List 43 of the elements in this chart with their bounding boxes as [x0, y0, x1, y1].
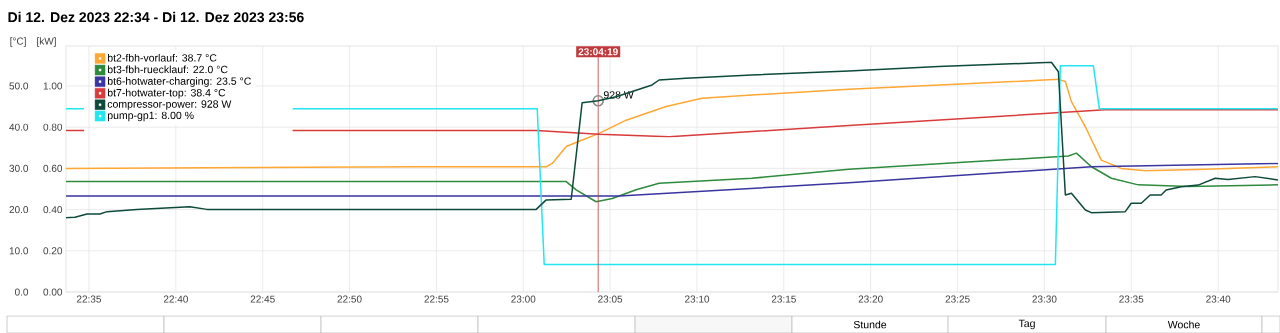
x-tick-label: 23:30	[1032, 295, 1057, 303]
y-tick-label: 40.0	[9, 123, 29, 131]
x-tick-label: 23:40	[1206, 295, 1231, 303]
text: Tag	[1018, 319, 1035, 330]
x-tick-label: 22:50	[337, 295, 362, 303]
x-tick-label: 23:35	[1119, 295, 1144, 303]
x-tick-label: 22:45	[250, 295, 275, 303]
y-tick-label: 20.0	[9, 206, 29, 214]
x-tick-label: 22:35	[76, 295, 102, 303]
x-tick-label: 22:40	[163, 295, 188, 303]
x-tick-label: 23:10	[685, 295, 710, 303]
x-tick-label: 23:25	[945, 295, 970, 303]
y-tick-label: 10.0	[9, 247, 29, 255]
y2-tick-label: 1.00	[43, 82, 63, 90]
chart-title: Di 12. Dez 2023 22:34 - Di 12. Dez 2023 23:56	[8, 11, 304, 23]
y-tick-label: 30.0	[9, 164, 29, 172]
y2-tick-label: 0.20	[43, 247, 63, 255]
line-series	[66, 61, 1278, 219]
ref-line-label: 23:04:19	[578, 48, 618, 56]
legend-label: bt6-hotwater-charging: 23.5 °C	[107, 77, 251, 87]
x-tick-label: 23:00	[511, 295, 536, 303]
x-tick-label: 22:55	[424, 295, 449, 303]
legend-label: bt3-fbh-ruecklauf: 22.0 °C	[107, 65, 228, 74]
line-series	[66, 152, 1278, 203]
legend-label: bt2-fbh-vorlauf: 38.7 °C	[107, 53, 217, 62]
x-tick-label: 23:20	[858, 295, 883, 303]
y2-tick-label: 0.00	[43, 288, 63, 296]
legend-label: compressor-power: 928 W	[107, 100, 232, 110]
x-tick-label: 23:15	[771, 295, 796, 303]
y2-tick-label: 0.40	[43, 206, 63, 214]
line-series	[66, 78, 1278, 172]
line-series	[66, 162, 1278, 197]
x-tick-label: 23:05	[598, 295, 623, 303]
text: Woche	[1167, 320, 1200, 329]
legend-label: bt7-hotwater-top: 38.4 °C	[107, 88, 226, 99]
y2-tick-label: 0.80	[43, 123, 63, 131]
y-axis-title: [°C]	[10, 37, 26, 47]
y2-axis-title: [kW]	[37, 37, 56, 47]
y-tick-label: 50.0	[9, 82, 29, 90]
legend-label: pump-gp1: 8.00 %	[107, 111, 194, 122]
y-tick-label: 0.0	[14, 288, 29, 296]
text: Stunde	[853, 320, 887, 329]
y2-tick-label: 0.60	[43, 164, 63, 172]
